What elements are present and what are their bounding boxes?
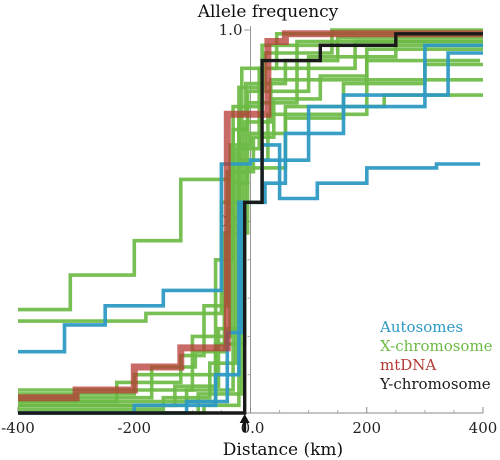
marker-arrow-head xyxy=(239,414,250,423)
labels: Allele frequency Distance (km) xyxy=(197,2,343,460)
legend-entry: mtDNA xyxy=(380,356,436,374)
x-tick-label: -400 xyxy=(1,419,35,437)
mtdna-series-line xyxy=(18,30,483,402)
autosomes-series-line xyxy=(18,51,483,415)
x-axis-label: Distance (km) xyxy=(223,440,343,460)
y-axis-label: Allele frequency xyxy=(197,2,339,22)
legend-entry: X-chromosome xyxy=(380,337,493,355)
legend-entry: Autosomes xyxy=(379,318,463,336)
autosomes-series-line xyxy=(18,43,483,354)
autosomes-series-line xyxy=(18,143,481,415)
x-tick-label: 400 xyxy=(469,419,498,437)
x-tick-label: 200 xyxy=(352,419,381,437)
x-chromosome-series-line xyxy=(18,39,483,411)
y-chromosome-series-line xyxy=(18,32,483,415)
series-layer xyxy=(18,28,483,415)
x-tick-label: 0.0 xyxy=(241,419,265,437)
x-tick-label: -200 xyxy=(117,419,151,437)
legend-entry: Y-chromosome xyxy=(379,375,491,393)
y-tick-label: 1.0 xyxy=(219,21,243,39)
